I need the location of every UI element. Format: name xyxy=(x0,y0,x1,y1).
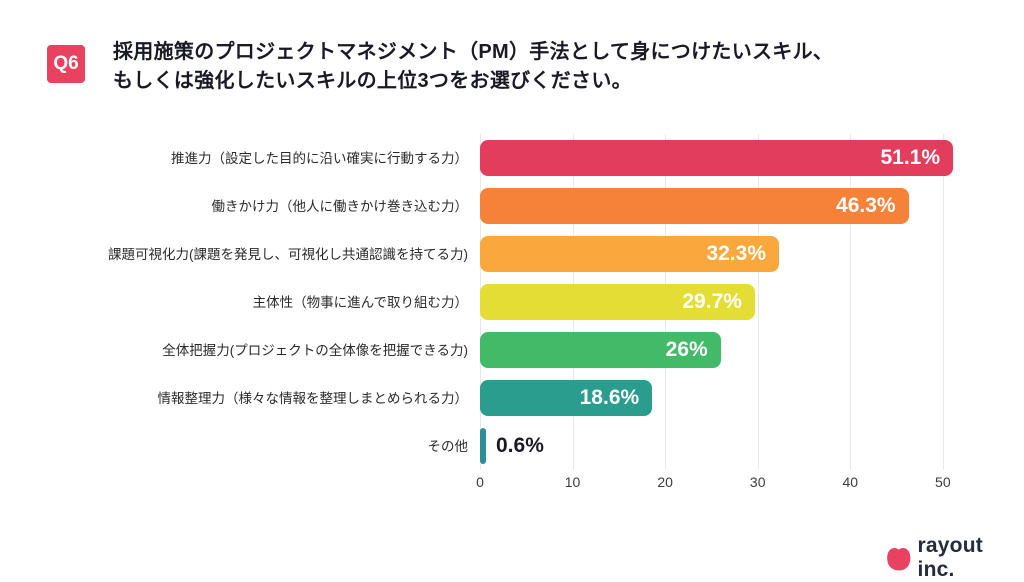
value-label: 18.6% xyxy=(579,386,640,409)
bar: 29.7% xyxy=(480,284,755,320)
value-label: 51.1% xyxy=(880,146,941,169)
bar: 26% xyxy=(480,332,721,368)
bar-cell: 18.6% xyxy=(480,380,966,416)
x-tick-label: 0 xyxy=(476,474,484,490)
category-label: 主体性（物事に進んで取り組む力） xyxy=(252,294,468,310)
x-axis: 0 10 20 30 40 50 xyxy=(476,474,966,494)
gridline xyxy=(757,134,759,470)
bar xyxy=(480,428,486,464)
question-title-line2: もしくは強化したいスキルの上位3つをお選びください。 xyxy=(113,70,632,92)
logo-blob-path xyxy=(887,547,911,570)
logo-text: rayout inc. xyxy=(917,534,983,581)
gridline xyxy=(942,134,944,470)
bar-chart: 推進力（設定した目的に沿い確実に行動する力） 51.1% 働きかけ力（他人に働きかけ… xyxy=(40,134,966,494)
bar-cell: 51.1% xyxy=(480,140,966,176)
chart-row: 課題可視化力(課題を発見し、可視化し共通認識を持てる力) 32.3% xyxy=(40,230,966,278)
value-label: 29.7% xyxy=(682,290,742,313)
category-label: 課題可視化力(課題を発見し、可視化し共通認識を持てる力) xyxy=(108,246,468,262)
bar: 51.1% xyxy=(480,140,954,176)
chart-row: 働きかけ力（他人に働きかけ巻き込む力） 46.3% xyxy=(40,182,966,230)
chart-rows: 推進力（設定した目的に沿い確実に行動する力） 51.1% 働きかけ力（他人に働きかけ… xyxy=(40,134,966,470)
chart-row: 情報整理力（様々な情報を整理しまとめられる力） 18.6% xyxy=(40,374,966,422)
category-label: 働きかけ力（他人に働きかけ巻き込む力） xyxy=(211,198,469,214)
gridline xyxy=(850,134,852,470)
bar-cell: 46.3% xyxy=(480,188,966,224)
category-label: 情報整理力（様々な情報を整理しまとめられる力） xyxy=(157,390,469,406)
category-label: その他 xyxy=(427,438,469,454)
value-label: 46.3% xyxy=(836,194,896,217)
value-label: 32.3% xyxy=(706,242,766,265)
question-title-line1: 採用施策のプロジェクトマネジメント（PM）手法として身につけたいスキル、 xyxy=(113,41,834,63)
question-title: 採用施策のプロジェクトマネジメント（PM）手法として身につけたいスキル、 もしく… xyxy=(113,38,833,96)
bar: 32.3% xyxy=(480,236,779,272)
x-tick-label: 10 xyxy=(564,474,581,490)
value-label: 0.6% xyxy=(496,434,544,457)
chart-row: 全体把握力(プロジェクトの全体像を把握できる力) 26% xyxy=(40,326,966,374)
bar-cell: 26% xyxy=(480,332,966,368)
category-label: 推進力（設定した目的に沿い確実に行動する力） xyxy=(171,150,468,166)
bar-cell: 32.3% xyxy=(480,236,966,272)
bar-cell: 0.6% xyxy=(480,428,966,464)
x-tick-label: 20 xyxy=(657,474,673,490)
chart-row: 推進力（設定した目的に沿い確実に行動する力） 51.1% xyxy=(40,134,966,182)
value-label: 26% xyxy=(665,338,708,361)
x-tick-label: 50 xyxy=(935,474,951,490)
bar: 18.6% xyxy=(480,380,653,416)
bar: 46.3% xyxy=(480,188,909,224)
category-label: 全体把握力(プロジェクトの全体像を把握できる力) xyxy=(162,342,468,358)
chart-row: その他 0.6% xyxy=(40,422,966,470)
logo-blob-icon xyxy=(887,547,911,570)
x-tick-label: 30 xyxy=(749,474,766,490)
company-logo: rayout inc. xyxy=(886,534,1024,582)
question-badge: Q6 xyxy=(47,45,85,83)
x-tick-label: 40 xyxy=(842,474,859,490)
chart-row: 主体性（物事に進んで取り組む力） 29.7% xyxy=(40,278,966,326)
bar-cell: 29.7% xyxy=(480,284,966,320)
